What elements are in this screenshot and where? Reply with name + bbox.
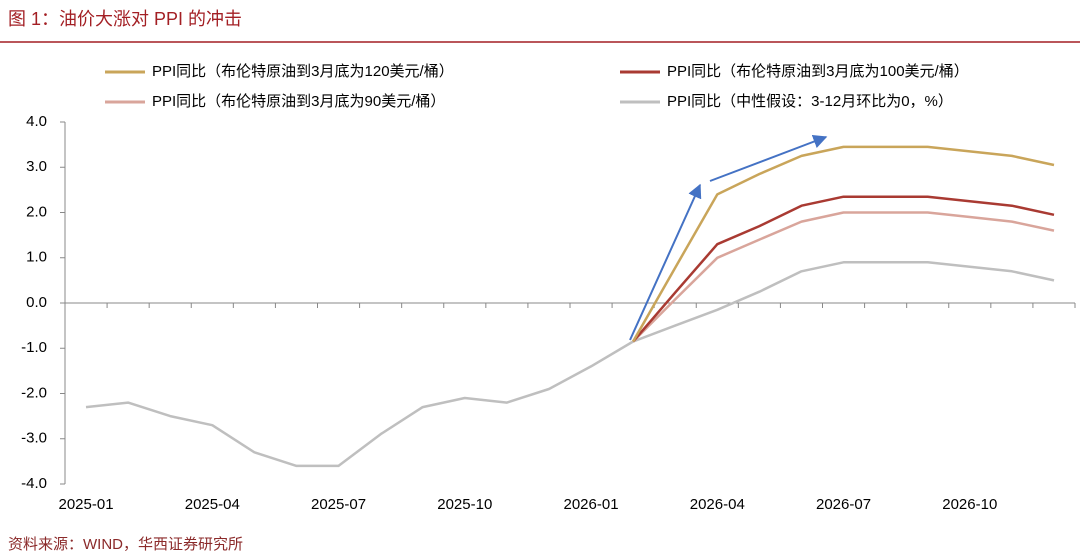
legend-label: PPI同比（布伦特原油到3月底为120美元/桶）: [152, 63, 454, 80]
legend-label: PPI同比（布伦特原油到3月底为90美元/桶）: [152, 93, 445, 110]
y-tick-label: -4.0: [21, 475, 47, 492]
page-title: 图 1：油价大涨对 PPI 的冲击: [8, 9, 242, 29]
y-tick-label: -2.0: [21, 384, 47, 401]
annotation-arrow: [709, 134, 828, 182]
x-tick-label: 2025-07: [311, 496, 366, 513]
x-tick-label: 2026-07: [816, 496, 871, 513]
x-tick-label: 2025-10: [437, 496, 492, 513]
x-tick-label: 2026-04: [690, 496, 745, 513]
y-tick-label: -1.0: [21, 339, 47, 356]
y-tick-label: -3.0: [21, 430, 47, 447]
source: 资料来源：WIND，华西证券研究所: [8, 536, 243, 553]
series-line: [632, 211, 1055, 343]
x-tick-label: 2026-10: [942, 496, 997, 513]
y-tick-label: 0.0: [26, 294, 47, 311]
x-tick-label: 2025-04: [185, 496, 240, 513]
y-tick-label: 3.0: [26, 158, 47, 175]
series-line: [632, 145, 1055, 343]
legend-label: PPI同比（布伦特原油到3月底为100美元/桶）: [667, 63, 969, 80]
annotation-arrow: [629, 183, 702, 341]
legend-label: PPI同比（中性假设：3-12月环比为0，%）: [667, 93, 953, 110]
series-line: [85, 261, 1055, 468]
y-tick-label: 4.0: [26, 113, 47, 130]
y-tick-label: 2.0: [26, 203, 47, 220]
series-line: [632, 195, 1055, 343]
plot: -4.0 -3.0 -2.0 -1.0 0.0 1.0 2.0 3.0 4.0 2025-01 20…: [21, 63, 1076, 513]
x-tick-label: 2026-01: [564, 496, 619, 513]
x-tick-label: 2025-01: [59, 496, 114, 513]
y-tick-label: 1.0: [26, 249, 47, 266]
